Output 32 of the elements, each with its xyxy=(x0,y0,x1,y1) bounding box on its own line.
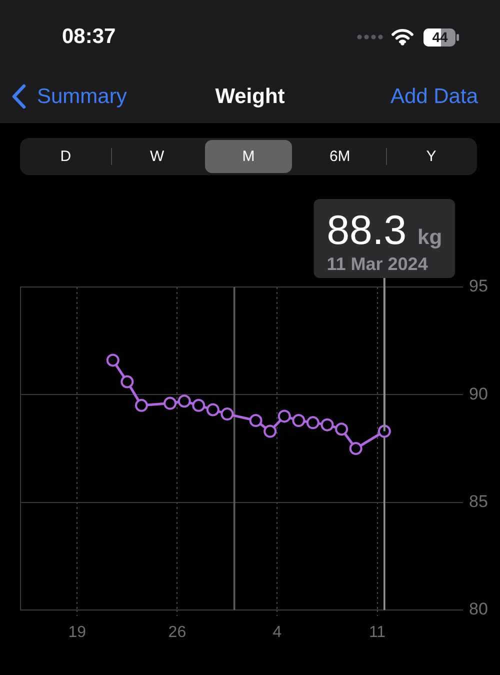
point xyxy=(249,414,262,428)
x-tick-label: 19 xyxy=(68,624,86,642)
point xyxy=(292,414,306,428)
text: Summary xyxy=(37,84,127,110)
x-tick-label: 4 xyxy=(272,624,282,642)
point xyxy=(264,424,277,438)
point xyxy=(178,394,191,408)
point xyxy=(349,442,362,455)
text: Add Data xyxy=(390,84,478,110)
point xyxy=(192,398,206,412)
y-tick-label: 90 xyxy=(469,384,488,404)
y-tick-label: 95 xyxy=(469,276,488,296)
point xyxy=(220,408,234,421)
point xyxy=(278,410,291,423)
point xyxy=(306,416,320,430)
chart-title: Weight xyxy=(215,84,285,110)
text: 08:37 xyxy=(62,24,116,50)
x-tick-label: 11 xyxy=(368,624,386,642)
x-tick-label: 26 xyxy=(168,624,186,642)
selected-tab: M xyxy=(204,140,292,173)
point xyxy=(320,418,334,432)
y-tick-label: 80 xyxy=(469,600,488,619)
point xyxy=(164,396,177,410)
point xyxy=(206,403,220,416)
point xyxy=(120,375,134,388)
y-tick-label: 85 xyxy=(469,492,488,512)
point xyxy=(335,422,348,436)
segmented-control: D W M 6M Y xyxy=(20,138,477,175)
point xyxy=(134,398,148,412)
annotation: 88.3 kg 11 Mar 2024 xyxy=(326,207,442,274)
text: 44 xyxy=(424,29,456,46)
point xyxy=(106,354,120,367)
